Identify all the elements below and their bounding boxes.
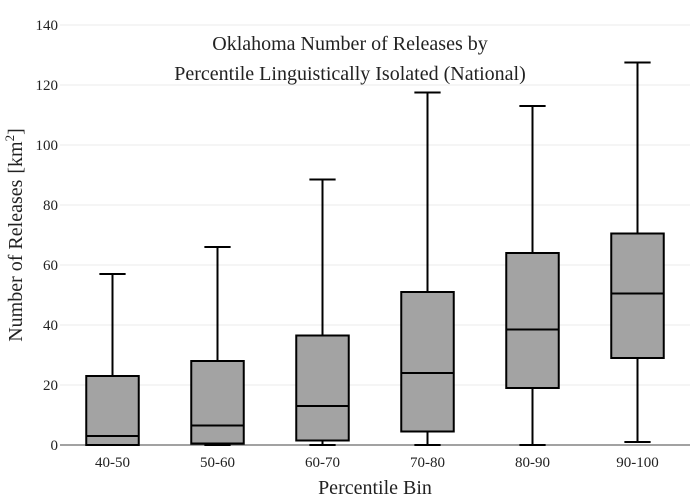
x-tick-label: 50-60 bbox=[200, 455, 235, 471]
box-50-60 bbox=[190, 246, 245, 446]
x-axis-title: Percentile Bin bbox=[318, 477, 432, 499]
axis-layer: 0 20 40 60 80 100 120 140 40-50 50-60 60-70 70-80 80… bbox=[36, 18, 690, 471]
y-axis-title-main: Number of Releases bbox=[5, 179, 27, 341]
x-tick-label: 90-100 bbox=[616, 455, 659, 471]
box-40-50 bbox=[85, 273, 140, 446]
y-axis-title-unit-prefix: [km bbox=[5, 141, 27, 174]
y-tick-label: 40 bbox=[43, 318, 58, 334]
y-tick-label: 80 bbox=[43, 198, 58, 214]
box-90-100 bbox=[610, 61, 665, 443]
grid-layer bbox=[60, 24, 690, 386]
box-layer bbox=[85, 61, 665, 446]
y-tick-label: 100 bbox=[36, 138, 59, 154]
x-tick-label: 80-90 bbox=[515, 455, 550, 471]
iqr-box bbox=[505, 252, 560, 389]
y-tick-label: 0 bbox=[51, 438, 59, 454]
chart-title-line-1: Oklahoma Number of Releases by bbox=[212, 33, 487, 55]
iqr-box bbox=[190, 360, 245, 445]
iqr-box bbox=[85, 375, 140, 446]
iqr-box bbox=[610, 232, 665, 359]
x-tick-label: 60-70 bbox=[305, 455, 340, 471]
y-tick-label: 120 bbox=[36, 78, 59, 94]
y-axis-title: Number of Releases [km2] bbox=[2, 128, 27, 342]
box-80-90 bbox=[505, 105, 560, 446]
y-tick-label: 60 bbox=[43, 258, 58, 274]
y-tick-label: 140 bbox=[36, 18, 59, 34]
y-tick-label: 20 bbox=[43, 378, 58, 394]
x-tick-label: 70-80 bbox=[410, 455, 445, 471]
iqr-box bbox=[400, 291, 455, 433]
x-tick-label: 40-50 bbox=[95, 455, 130, 471]
iqr-box bbox=[295, 334, 350, 442]
box-60-70 bbox=[295, 178, 350, 446]
chart-title-line-2: Percentile Linguistically Isolated (Nati… bbox=[174, 63, 526, 85]
box-70-80 bbox=[400, 91, 455, 446]
y-axis-title-unit-suffix: ] bbox=[5, 128, 27, 135]
y-axis-title-unit-sup: 2 bbox=[2, 135, 17, 142]
